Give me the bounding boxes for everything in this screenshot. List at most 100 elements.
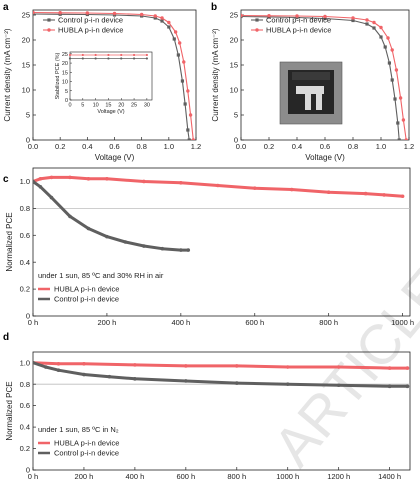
y-tick-label: 25 (22, 11, 30, 20)
data-point (82, 372, 86, 377)
inset-y-tick-label: 10 (62, 80, 68, 86)
inset-data-point (94, 57, 97, 60)
data-point (398, 96, 403, 100)
y-tick-label: 0.4 (20, 258, 30, 267)
data-point (183, 102, 187, 106)
data-point (153, 16, 157, 20)
data-point (179, 248, 183, 252)
data-point (139, 12, 144, 17)
series-line-0 (33, 361, 409, 370)
data-point (173, 30, 178, 34)
y-axis-label-c: Normalized PCE (5, 212, 14, 271)
data-point (351, 16, 355, 20)
data-point (142, 179, 146, 184)
data-point (295, 14, 299, 18)
plot-area-b (241, 13, 408, 140)
x-tick-label: 0 h (28, 318, 38, 327)
inset-data-point (81, 57, 84, 60)
data-point (184, 379, 188, 383)
data-point (285, 382, 290, 386)
panel-a: a 0.0 0.2 0.4 0.6 0.8 1.0 1.2 0 5 10 15 20 25 Voltage … (3, 2, 201, 162)
data-point (186, 89, 190, 93)
y-tick-label: 0.2 (20, 285, 30, 294)
series-line-1 (33, 180, 190, 252)
plot-frame-c (32, 167, 411, 317)
inset-y-tick-label: 15 (62, 70, 68, 76)
y-tick-label: 10 (230, 86, 238, 95)
inset-y-tick-label: 0 (65, 98, 68, 104)
data-point (133, 377, 137, 381)
panel-label-d: d (3, 332, 9, 343)
data-point (107, 374, 112, 379)
data-point (383, 45, 387, 49)
data-point (387, 61, 391, 65)
data-point (390, 78, 394, 82)
x-tick-label: 1.2 (191, 142, 201, 151)
y-tick-label: 20 (22, 36, 30, 45)
data-point (186, 248, 191, 252)
data-point (43, 365, 48, 369)
legend-label: Control p-i-n device (54, 295, 119, 304)
data-point (105, 176, 109, 181)
x-tick-label: 0.0 (236, 142, 246, 151)
inset-x-axis-label: Voltage (V) (97, 109, 124, 115)
y-axis-label-d: Normalized PCE (5, 381, 14, 440)
plot-area-a (33, 10, 195, 140)
legend-label: Control p-i-n device (266, 16, 331, 25)
legend-label: Control p-i-n device (54, 449, 119, 458)
y-axis-label-a: Current density (mA cm⁻²) (3, 28, 12, 121)
series-line-0 (241, 15, 400, 140)
y-tick-label: 0 (234, 136, 238, 145)
data-point (167, 25, 171, 29)
x-tick-label: 0.6 (109, 142, 119, 151)
panel-d: d 0 h 200 h 400 h 600 h 800 h 1000 h 1200 h 1400… (3, 332, 411, 481)
data-point (365, 18, 369, 22)
y-tick-label: 10 (22, 86, 30, 95)
data-point (188, 113, 193, 117)
inset-frame (69, 51, 153, 101)
data-point (394, 68, 399, 72)
legend-marker (255, 18, 259, 22)
inset-data-point (132, 53, 136, 57)
inset-data-point (94, 53, 97, 57)
data-point (326, 190, 331, 195)
legend-marker (47, 18, 51, 22)
data-point (336, 383, 341, 388)
inset-x-tick-label: 10 (93, 103, 99, 109)
data-point (49, 195, 54, 200)
plot-area-c (33, 175, 405, 252)
data-point (56, 368, 61, 373)
data-point (179, 181, 183, 185)
x-tick-label: 1000 h (391, 318, 414, 327)
inset-data-point (120, 53, 123, 57)
x-tick-label: 1200 h (327, 472, 350, 481)
x-tick-label: 0.2 (264, 142, 274, 151)
data-point (38, 176, 43, 181)
y-tick-label: 1.0 (20, 177, 30, 186)
series-line-1 (33, 361, 409, 388)
data-point (142, 244, 146, 248)
y-tick-label: 15 (230, 61, 238, 70)
x-tick-label: 0.4 (292, 142, 302, 151)
data-point (68, 214, 72, 219)
x-tick-label: 0.0 (28, 142, 38, 151)
y-tick-label: 0.8 (20, 204, 30, 213)
x-tick-label: 1.0 (376, 142, 386, 151)
inset-data-point (68, 57, 72, 60)
panel-label-a: a (3, 2, 9, 13)
x-tick-label: 0.2 (55, 142, 65, 151)
data-point (405, 366, 410, 370)
inset-data-point (132, 57, 136, 60)
data-point (133, 363, 137, 367)
x-axis-label-a: Voltage (V) (95, 153, 135, 162)
data-point (184, 364, 188, 368)
data-point (38, 185, 43, 189)
data-point (68, 175, 72, 180)
inset-data-point (145, 57, 148, 60)
legend-label: HUBLA p-i-n device (58, 26, 123, 35)
data-point (82, 362, 86, 366)
data-point (86, 176, 91, 181)
inset-y-tick-label: 5 (65, 89, 68, 95)
data-point (160, 16, 164, 20)
